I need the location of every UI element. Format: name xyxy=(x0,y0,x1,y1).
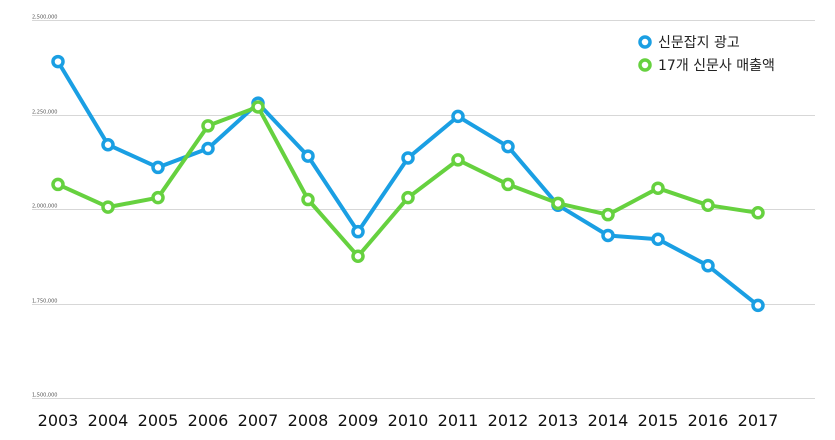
data-point xyxy=(351,224,365,239)
y-tick-label: 1,750,000 xyxy=(32,299,57,305)
data-point xyxy=(101,200,115,214)
y-axis-ticks: 1,500,000 1,750,000 2,000,000 2,250,000 2,50… xyxy=(32,15,57,399)
legend-label: 17개 신문사 매출액 xyxy=(658,58,775,74)
x-tick-label: 2007 xyxy=(238,411,279,430)
data-point xyxy=(201,141,215,156)
x-tick-label: 2014 xyxy=(588,411,629,430)
legend-label: 신문잡지 광고 xyxy=(658,35,740,51)
series-line xyxy=(56,59,760,308)
data-point xyxy=(751,298,765,313)
y-tick-label: 1,500,000 xyxy=(32,393,57,399)
data-point xyxy=(301,149,315,163)
data-point xyxy=(151,160,165,175)
legend-marker xyxy=(638,58,652,72)
data-point xyxy=(51,177,65,192)
x-tick-label: 2016 xyxy=(688,411,729,430)
data-point xyxy=(651,181,665,195)
data-point xyxy=(651,232,665,246)
legend: 신문잡지 광고 17개 신문사 매출액 xyxy=(638,35,775,74)
data-point xyxy=(401,151,415,165)
data-point xyxy=(701,198,715,212)
data-point xyxy=(551,196,565,211)
x-tick-label: 2005 xyxy=(138,411,179,430)
x-tick-label: 2012 xyxy=(488,411,529,430)
data-point xyxy=(201,119,215,133)
grid-lines xyxy=(32,20,815,399)
x-tick-label: 2011 xyxy=(438,411,479,430)
data-point xyxy=(401,190,415,205)
series-lines xyxy=(51,54,765,313)
x-axis-ticks: 2003 2004 2005 2006 2007 2008 2009 2010 2011 2012… xyxy=(38,411,779,430)
data-point xyxy=(601,228,615,243)
x-tick-label: 2017 xyxy=(738,411,779,430)
data-point xyxy=(501,139,515,154)
data-point xyxy=(151,190,165,205)
data-point xyxy=(751,206,765,220)
legend-item: 17개 신문사 매출액 xyxy=(638,58,775,74)
x-tick-label: 2009 xyxy=(338,411,379,430)
legend-item: 신문잡지 광고 xyxy=(638,35,740,51)
x-tick-label: 2006 xyxy=(188,411,229,430)
y-tick-label: 2,250,000 xyxy=(32,110,57,116)
x-tick-label: 2003 xyxy=(38,411,79,430)
legend-marker xyxy=(638,35,652,49)
x-tick-label: 2010 xyxy=(388,411,429,430)
data-point xyxy=(601,207,615,222)
data-point xyxy=(451,153,465,167)
series-2 xyxy=(51,100,765,263)
y-tick-label: 2,000,000 xyxy=(32,204,57,210)
data-point xyxy=(451,109,465,124)
data-point xyxy=(101,137,115,152)
data-point xyxy=(351,249,365,263)
x-tick-label: 2015 xyxy=(638,411,679,430)
x-tick-label: 2004 xyxy=(88,411,129,430)
data-point xyxy=(701,258,715,273)
x-tick-label: 2013 xyxy=(538,411,579,430)
x-tick-label: 2008 xyxy=(288,411,329,430)
series-line xyxy=(56,104,760,259)
data-point xyxy=(251,100,265,114)
y-tick-label: 2,500,000 xyxy=(32,15,57,21)
data-point xyxy=(301,192,315,207)
data-point xyxy=(501,177,515,192)
data-point xyxy=(51,54,65,69)
